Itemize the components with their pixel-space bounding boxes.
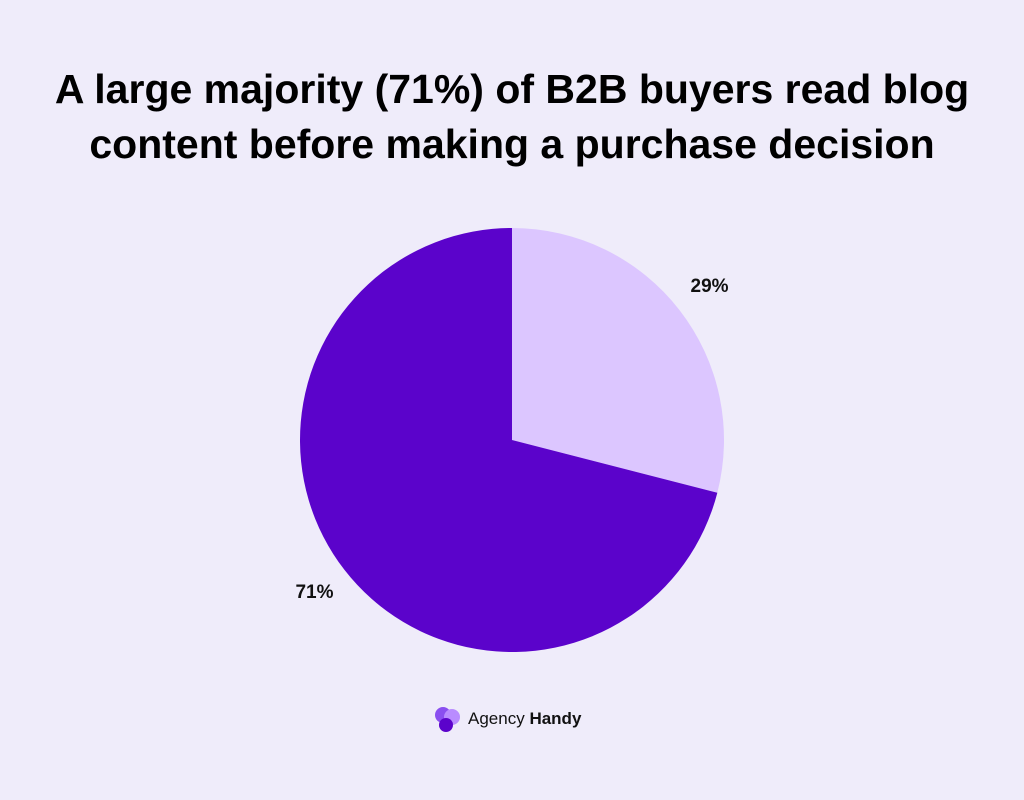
chart-title: A large majority (71%) of B2B buyers rea… xyxy=(54,66,970,167)
chart: 29% 71% xyxy=(295,228,729,653)
value-label: 29% xyxy=(691,276,729,297)
pie-slice xyxy=(300,228,718,653)
value-label: 71% xyxy=(295,582,333,603)
brand-regular: Agency xyxy=(468,709,525,728)
brand-bold: Handy xyxy=(529,709,582,728)
pie-slice xyxy=(512,228,725,493)
brand: Agency Handy xyxy=(432,704,581,734)
brand-name: Agency Handy xyxy=(468,709,581,729)
brand-logo xyxy=(435,707,460,732)
